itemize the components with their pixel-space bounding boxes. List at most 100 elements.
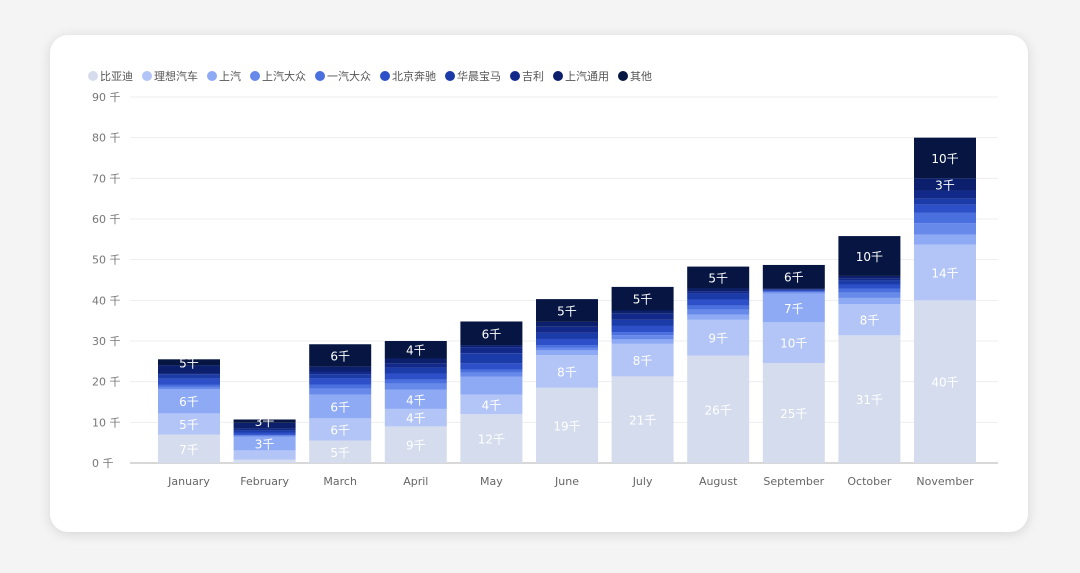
legend-item[interactable]: 一汽大众 xyxy=(315,68,371,84)
bar-segment[interactable] xyxy=(611,325,674,333)
bar-segment[interactable] xyxy=(914,198,976,205)
bar-segment[interactable] xyxy=(687,319,750,356)
bar-segment[interactable] xyxy=(687,291,750,294)
bar-segment[interactable] xyxy=(158,373,220,375)
bar-segment[interactable] xyxy=(611,313,674,320)
legend-item[interactable]: 其他 xyxy=(618,68,652,84)
bar-segment[interactable] xyxy=(233,430,296,433)
bar-segment[interactable] xyxy=(914,137,976,179)
bar-segment[interactable] xyxy=(838,303,901,336)
bar-segment[interactable] xyxy=(384,408,447,427)
bar-segment[interactable] xyxy=(687,309,750,315)
legend-item[interactable]: 吉利 xyxy=(510,68,544,84)
bar-segment[interactable] xyxy=(838,278,901,281)
bar-segment[interactable] xyxy=(611,310,674,314)
legend-item[interactable]: 上汽通用 xyxy=(553,68,609,84)
bar-segment[interactable] xyxy=(460,369,523,373)
bar-segment[interactable] xyxy=(384,367,447,374)
bar-segment[interactable] xyxy=(762,322,825,363)
bar-segment[interactable] xyxy=(838,275,901,279)
bar-segment[interactable] xyxy=(762,289,825,291)
bar-segment[interactable] xyxy=(233,435,296,437)
bar-segment[interactable] xyxy=(158,388,220,414)
bar-segment[interactable] xyxy=(687,266,750,289)
bar-segment[interactable] xyxy=(233,428,296,431)
bar-segment[interactable] xyxy=(914,223,976,235)
bar-segment[interactable] xyxy=(460,372,523,377)
bar-segment[interactable] xyxy=(384,389,447,409)
bar-segment[interactable] xyxy=(536,387,598,463)
bar-segment[interactable] xyxy=(460,376,523,395)
bar-segment[interactable] xyxy=(536,326,598,333)
bar-segment[interactable] xyxy=(762,292,825,294)
bar-segment[interactable] xyxy=(158,413,220,435)
bar-segment[interactable] xyxy=(460,345,523,348)
bar-segment[interactable] xyxy=(611,332,674,336)
bar-segment[interactable] xyxy=(233,434,296,436)
bar-segment[interactable] xyxy=(914,178,976,191)
bar-segment[interactable] xyxy=(838,292,901,298)
bar-segment[interactable] xyxy=(233,436,296,451)
bar-segment[interactable] xyxy=(687,288,750,292)
bar-segment[interactable] xyxy=(611,286,674,311)
bar-segment[interactable] xyxy=(158,384,220,387)
bar-segment[interactable] xyxy=(460,321,523,346)
bar-segment[interactable] xyxy=(914,300,976,463)
bar-segment[interactable] xyxy=(233,419,296,423)
bar-segment[interactable] xyxy=(309,378,372,385)
bar-segment[interactable] xyxy=(233,450,296,460)
bar-segment[interactable] xyxy=(309,418,372,441)
legend-item[interactable]: 上汽大众 xyxy=(250,68,306,84)
bar-segment[interactable] xyxy=(536,350,598,356)
bar-segment[interactable] xyxy=(611,376,674,463)
bar-segment[interactable] xyxy=(158,374,220,379)
bar-segment[interactable] xyxy=(460,363,523,370)
bar-segment[interactable] xyxy=(838,335,901,463)
bar-segment[interactable] xyxy=(536,347,598,351)
bar-segment[interactable] xyxy=(536,332,598,339)
bar-segment[interactable] xyxy=(687,305,750,310)
bar-segment[interactable] xyxy=(914,234,976,245)
bar-segment[interactable] xyxy=(762,291,825,293)
bar-segment[interactable] xyxy=(687,299,750,306)
bar-segment[interactable] xyxy=(384,383,447,390)
bar-segment[interactable] xyxy=(309,394,372,419)
legend-item[interactable]: 北京奔驰 xyxy=(380,68,436,84)
legend-item[interactable]: 上汽 xyxy=(207,68,241,84)
bar-segment[interactable] xyxy=(384,379,447,384)
bar-segment[interactable] xyxy=(611,335,674,340)
legend-item[interactable]: 理想汽车 xyxy=(142,68,198,84)
bar-segment[interactable] xyxy=(233,459,296,463)
bar-segment[interactable] xyxy=(460,347,523,354)
bar-segment[interactable] xyxy=(460,353,523,364)
bar-segment[interactable] xyxy=(914,190,976,199)
bar-segment[interactable] xyxy=(233,432,296,435)
bar-segment[interactable] xyxy=(536,321,598,327)
bar-segment[interactable] xyxy=(762,288,825,290)
bar-segment[interactable] xyxy=(687,355,750,463)
bar-segment[interactable] xyxy=(384,363,447,368)
legend-item[interactable]: 华晨宝马 xyxy=(445,68,501,84)
bar-segment[interactable] xyxy=(158,434,220,463)
bar-segment[interactable] xyxy=(687,314,750,320)
bar-segment[interactable] xyxy=(762,293,825,323)
bar-segment[interactable] xyxy=(309,366,372,372)
bar-segment[interactable] xyxy=(838,288,901,293)
bar-segment[interactable] xyxy=(384,341,447,359)
bar-segment[interactable] xyxy=(914,204,976,213)
bar-segment[interactable] xyxy=(611,343,674,377)
bar-segment[interactable] xyxy=(611,319,674,326)
bar-segment[interactable] xyxy=(460,414,523,463)
bar-segment[interactable] xyxy=(762,290,825,292)
bar-segment[interactable] xyxy=(158,365,220,374)
bar-segment[interactable] xyxy=(460,394,523,415)
bar-segment[interactable] xyxy=(309,384,372,389)
bar-segment[interactable] xyxy=(536,338,598,346)
bar-segment[interactable] xyxy=(611,339,674,344)
bar-segment[interactable] xyxy=(309,388,372,395)
bar-segment[interactable] xyxy=(309,374,372,379)
bar-segment[interactable] xyxy=(838,284,901,289)
bar-segment[interactable] xyxy=(838,236,901,276)
bar-segment[interactable] xyxy=(914,212,976,224)
bar-segment[interactable] xyxy=(384,426,447,463)
